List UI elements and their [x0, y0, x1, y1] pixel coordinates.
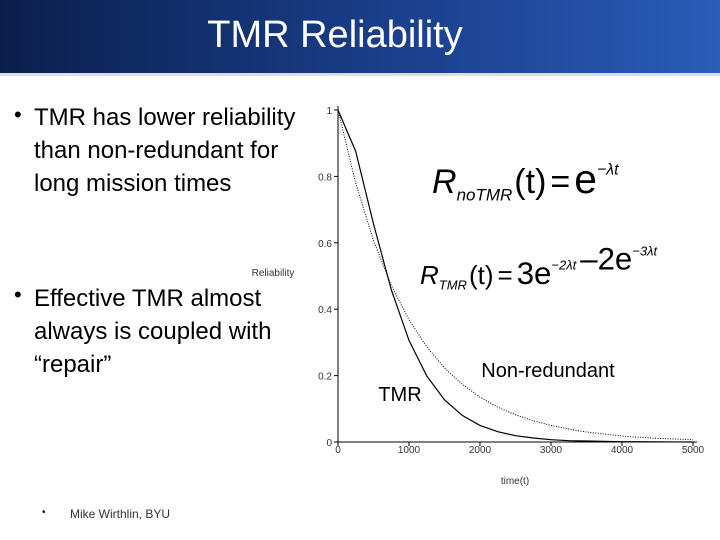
- series-line: [337, 109, 694, 443]
- eq-sub: noTMR: [457, 185, 513, 204]
- title-bar: TMR Reliability: [0, 0, 720, 76]
- x-tick-label: 3000: [540, 445, 563, 456]
- y-tick-label: 0.4: [318, 305, 332, 316]
- eq-arg: (t): [469, 260, 494, 290]
- equation: RnoTMR(t) =e−λt: [432, 156, 619, 204]
- slide-title: TMR Reliability: [207, 14, 463, 56]
- bullet: Effective TMR almost always is coupled w…: [34, 285, 272, 378]
- series-annotation: Non-redundant: [481, 360, 615, 382]
- eq-base: 3e: [517, 256, 552, 291]
- footer-bullet: •: [42, 507, 46, 518]
- y-tick-label: 0: [326, 438, 332, 449]
- x-axis-label: time(t): [501, 476, 529, 487]
- eq-exp: −λt: [597, 161, 619, 178]
- x-tick-label: 2000: [469, 445, 492, 456]
- equation: RTMR(t) = 3e−2λt –2e−3λt: [420, 242, 659, 293]
- eq-r: R: [420, 260, 439, 290]
- bullet-dot: •: [14, 282, 22, 307]
- eq-base: –2e: [580, 242, 632, 277]
- x-tick-label: 0: [335, 445, 341, 456]
- x-tick-label: 1000: [398, 445, 421, 456]
- y-tick-label: 0.6: [318, 239, 332, 250]
- footer: Mike Wirthlin, BYU: [70, 507, 171, 521]
- bullet: TMR has lower reliability than non-redun…: [34, 104, 296, 197]
- y-axis-label: Reliability: [252, 268, 295, 279]
- eq-arg: (t): [514, 163, 546, 201]
- eq-base: e: [574, 156, 597, 202]
- eq-sub: TMR: [439, 278, 467, 293]
- eq-equals: =: [550, 163, 570, 201]
- eq-exp: −3λt: [632, 243, 658, 258]
- eq-r: R: [432, 163, 457, 201]
- x-tick-label: 4000: [611, 445, 634, 456]
- y-tick-label: 0.8: [318, 172, 332, 183]
- x-tick-label: 5000: [682, 445, 705, 456]
- eq-equals: =: [498, 260, 513, 290]
- series-annotation: TMR: [378, 384, 421, 406]
- y-tick-label: 1: [326, 106, 332, 117]
- bullet-dot: •: [14, 102, 22, 127]
- series-line: [337, 109, 694, 441]
- eq-exp: −2λt: [551, 258, 577, 273]
- y-tick-label: 0.2: [318, 372, 332, 383]
